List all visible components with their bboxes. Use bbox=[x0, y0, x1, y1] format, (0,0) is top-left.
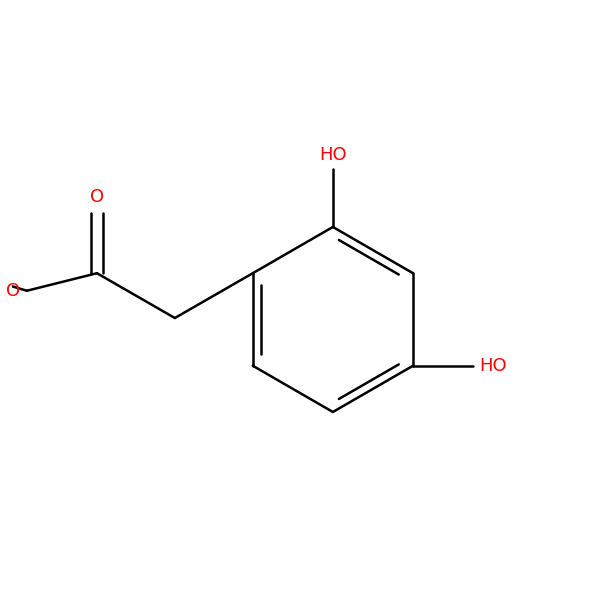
Text: O: O bbox=[90, 188, 104, 206]
Text: HO: HO bbox=[319, 146, 347, 164]
Text: O: O bbox=[6, 282, 20, 300]
Text: HO: HO bbox=[479, 357, 507, 375]
